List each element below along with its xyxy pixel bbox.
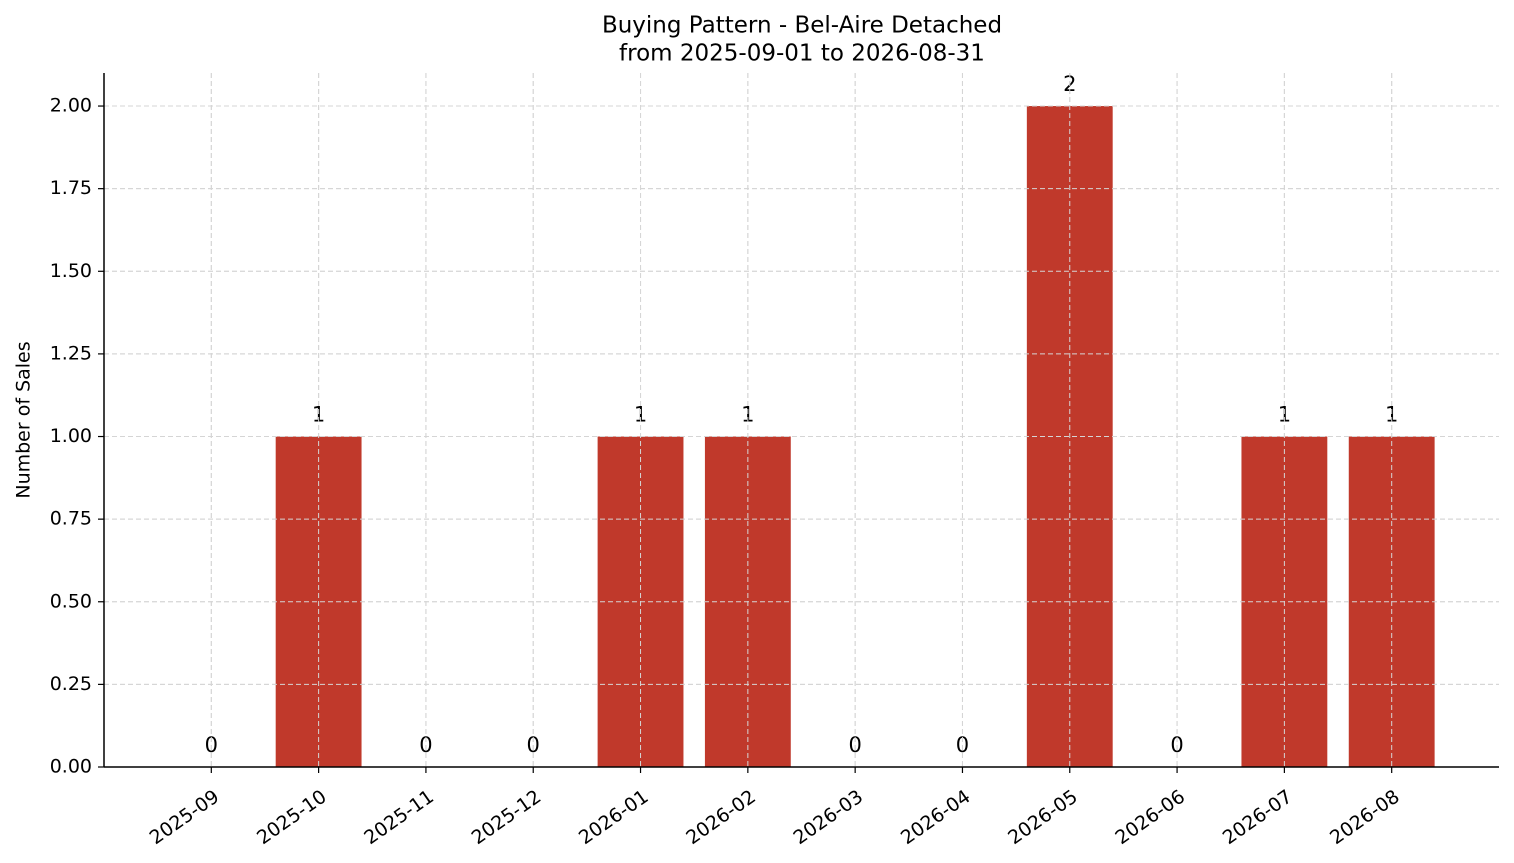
y-tick-label: 0.25 [50,673,92,695]
x-tick-label: 2025-09 [146,786,224,850]
x-tick-label: 2025-11 [360,786,438,850]
x-tick-label: 2026-01 [575,786,653,850]
chart-title: Buying Pattern - Bel-Aire Detached [602,13,1002,39]
value-label: 1 [634,403,647,427]
x-tick-label: 2026-02 [682,786,760,850]
y-tick-label: 0.50 [50,590,92,612]
x-tick-label: 2026-07 [1219,786,1297,850]
x-tick-label: 2026-08 [1326,786,1404,850]
x-tick-label: 2026-03 [790,786,868,850]
y-tick-label: 1.50 [50,260,92,282]
y-tick-label: 2.00 [50,95,92,117]
x-tick-label: 2025-10 [253,786,331,850]
y-tick-label: 0.00 [50,756,92,778]
value-label: 1 [1278,403,1291,427]
value-label: 1 [312,403,325,427]
y-tick-label: 0.75 [50,508,92,530]
value-label: 1 [741,403,754,427]
y-tick-label: 1.00 [50,425,92,447]
chart-subtitle: from 2025-09-01 to 2026-08-31 [619,41,985,67]
value-label: 1 [1385,403,1398,427]
x-tick-label: 2026-05 [1004,786,1082,850]
x-tick-label: 2026-04 [897,786,975,850]
y-tick-label: 1.25 [50,342,92,364]
y-tick-label: 1.75 [50,177,92,199]
x-tick-label: 2025-12 [468,786,546,850]
x-tick-label: 2026-06 [1111,786,1189,850]
y-axis-label: Number of Sales [13,341,35,498]
